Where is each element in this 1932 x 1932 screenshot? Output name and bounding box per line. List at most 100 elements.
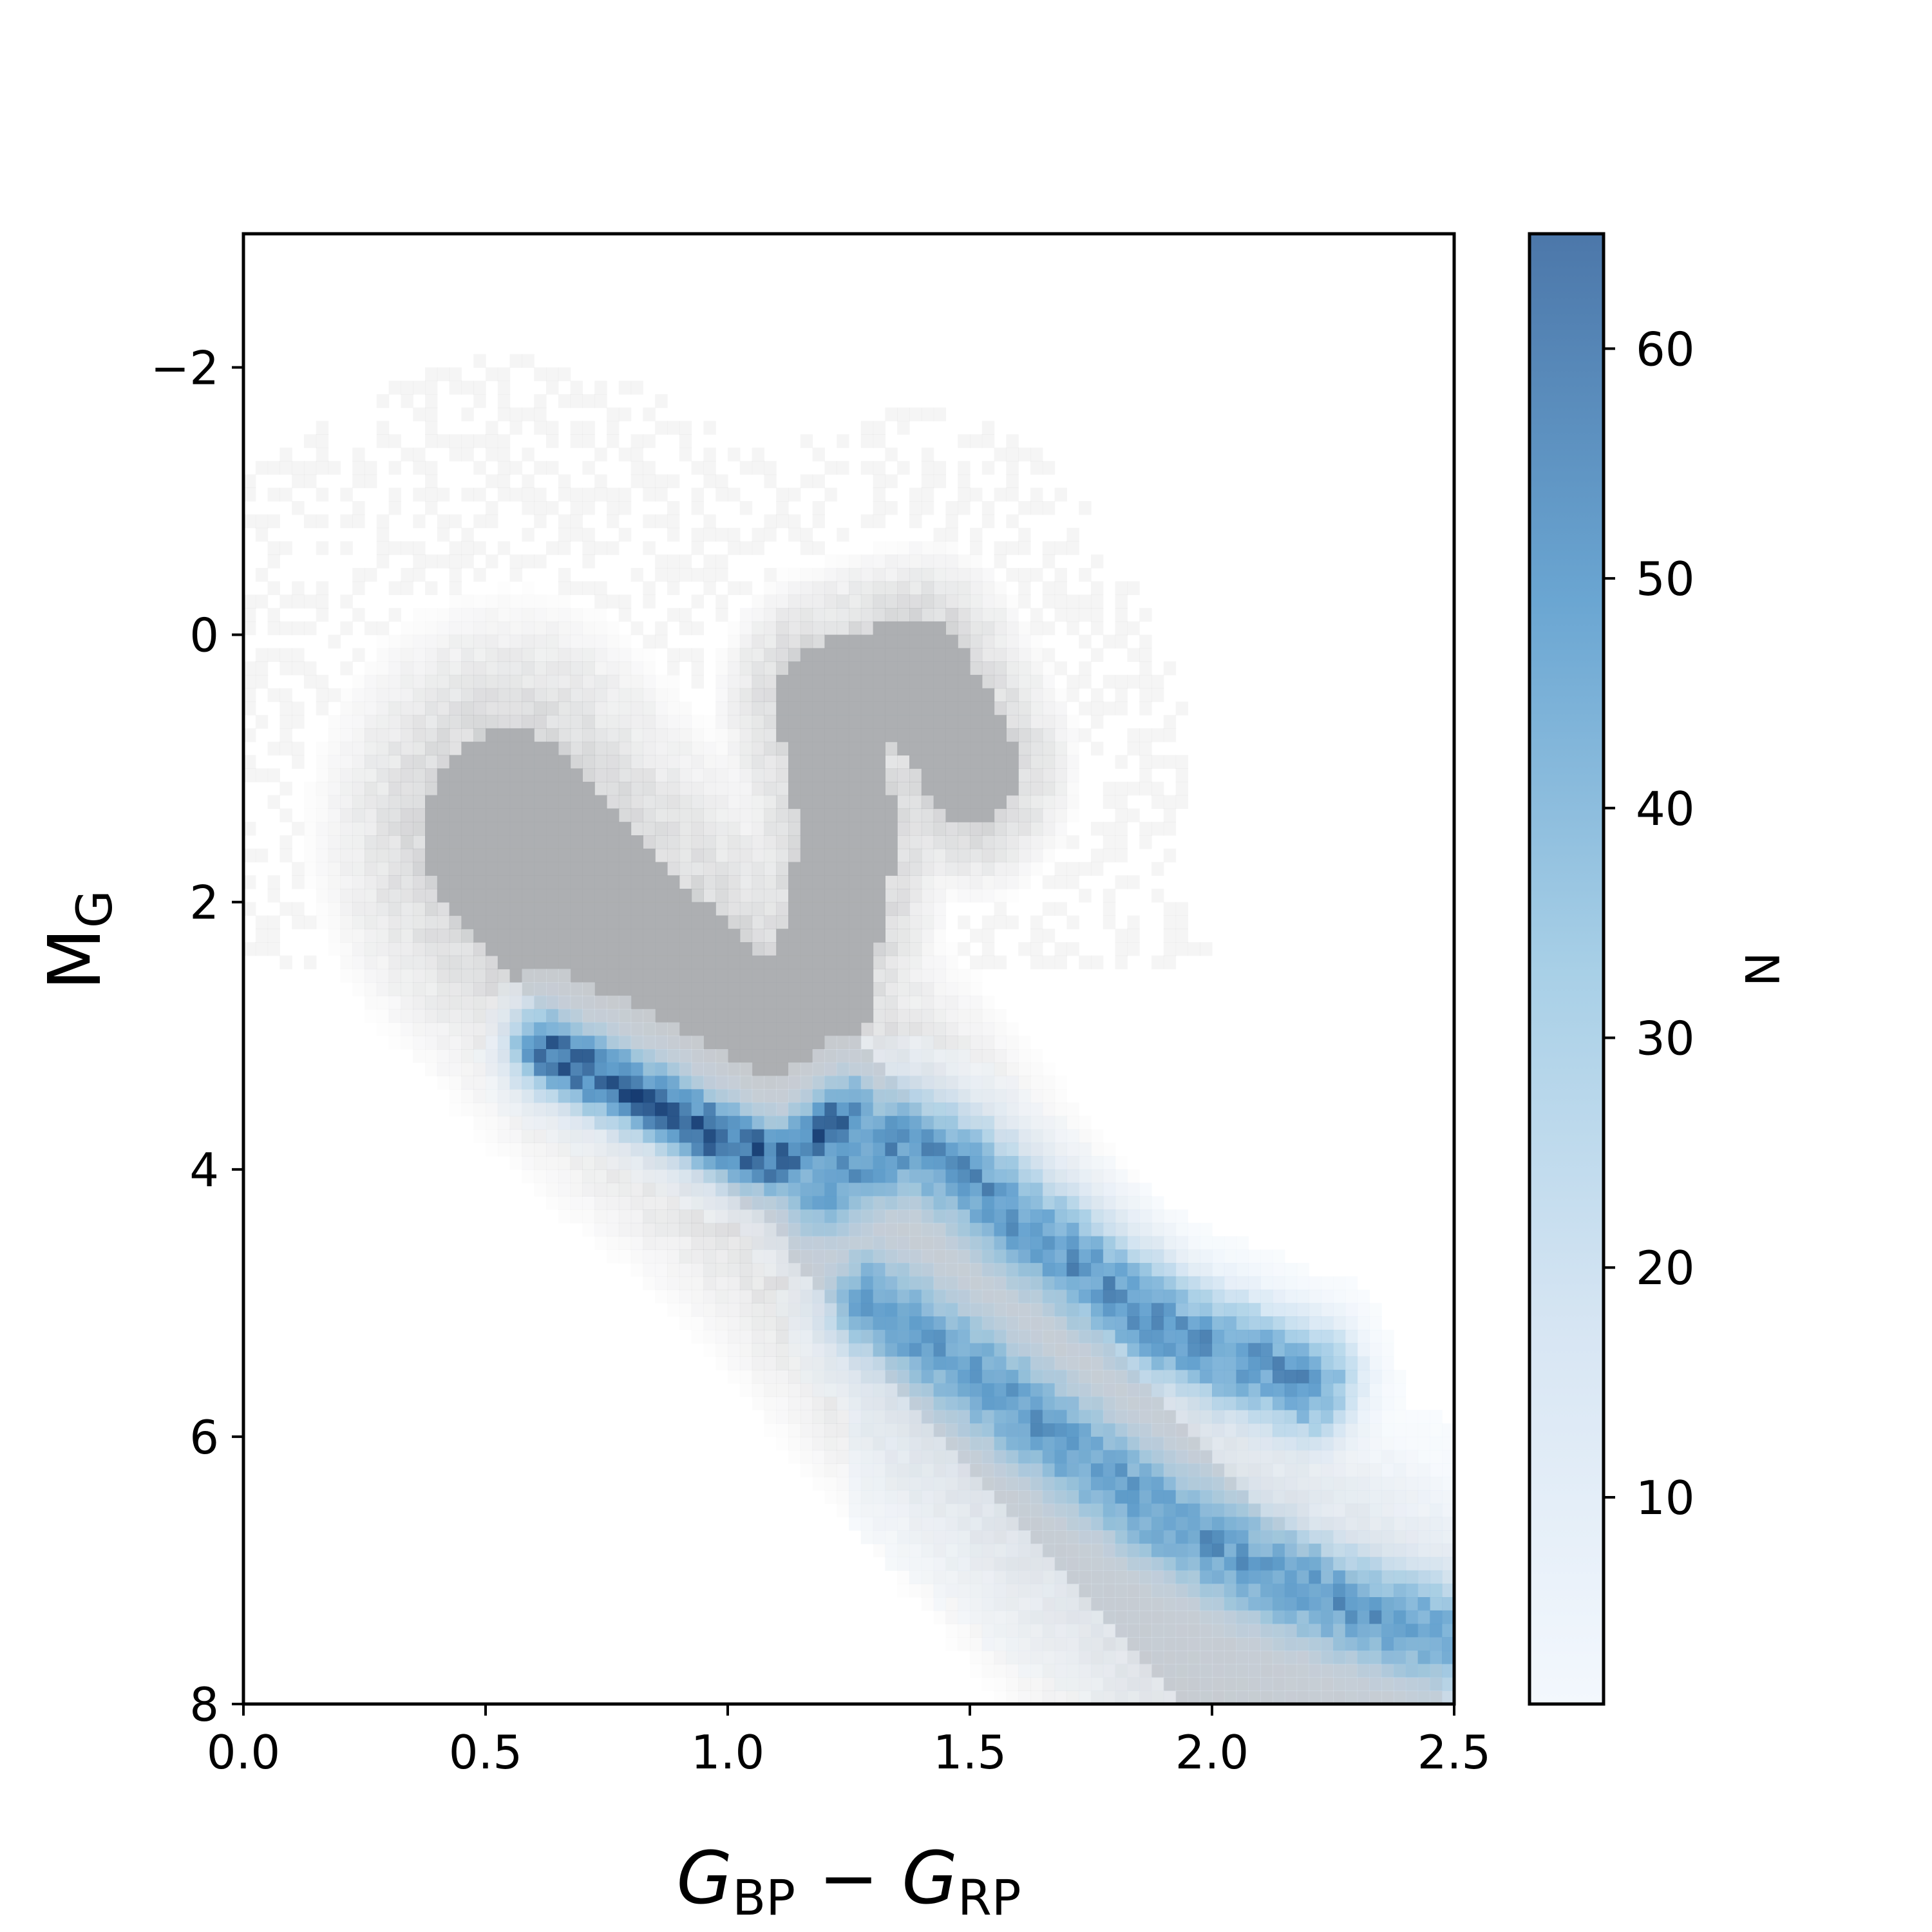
density-cell xyxy=(582,875,595,889)
density-cell xyxy=(776,942,789,956)
density-cell xyxy=(618,862,632,876)
density-cell xyxy=(885,715,898,729)
density-cell xyxy=(243,661,256,676)
density-cell xyxy=(473,969,486,983)
density-cell xyxy=(643,701,656,715)
density-cell xyxy=(509,822,522,836)
density-cell xyxy=(328,942,341,956)
density-cell xyxy=(461,741,474,756)
density-cell xyxy=(558,862,571,876)
density-cell xyxy=(292,474,305,488)
density-cell xyxy=(534,889,547,903)
density-cell xyxy=(1030,929,1043,943)
density-cell xyxy=(703,527,716,542)
density-cell xyxy=(800,1062,813,1077)
density-cell xyxy=(328,795,341,810)
density-cell xyxy=(860,929,874,943)
density-cell xyxy=(994,862,1007,876)
density-cell xyxy=(255,460,269,475)
density-cell xyxy=(328,715,341,729)
density-cell xyxy=(909,608,922,622)
density-cell xyxy=(764,808,777,822)
density-cell xyxy=(739,915,753,929)
density-cell xyxy=(413,862,426,876)
density-cell xyxy=(933,835,946,849)
density-cell xyxy=(776,1343,789,1357)
density-cell xyxy=(316,594,329,609)
density-cell xyxy=(945,795,958,810)
density-cell xyxy=(546,768,559,782)
density-cell xyxy=(388,688,401,703)
density-cell xyxy=(486,421,498,435)
density-cell xyxy=(800,1343,813,1357)
density-cell xyxy=(909,848,922,863)
density-cell xyxy=(643,715,656,729)
density-cell xyxy=(413,1049,426,1063)
density-cell xyxy=(885,902,898,916)
density-cell xyxy=(667,902,680,916)
density-cell xyxy=(401,996,413,1010)
density-cell xyxy=(1066,781,1079,796)
density-cell xyxy=(1163,1410,1177,1424)
density-cell xyxy=(921,741,934,756)
density-cell xyxy=(1006,768,1019,782)
density-cell xyxy=(679,1222,692,1237)
density-cell xyxy=(449,581,462,595)
density-cell xyxy=(897,808,910,822)
density-cell xyxy=(497,407,511,422)
density-cell xyxy=(558,781,571,796)
density-cell xyxy=(1006,1597,1019,1611)
density-cell xyxy=(933,1450,946,1464)
density-cell xyxy=(776,568,788,582)
density-cell xyxy=(461,1103,474,1117)
density-cell xyxy=(752,1370,764,1384)
density-cell xyxy=(873,795,886,810)
density-cell xyxy=(909,741,922,756)
density-cell xyxy=(558,848,571,863)
density-cell xyxy=(340,688,353,703)
density-cell xyxy=(461,808,474,822)
density-cell xyxy=(1054,1637,1067,1651)
density-cell xyxy=(643,688,656,703)
density-cell xyxy=(1042,688,1056,703)
density-cell xyxy=(752,862,764,876)
density-cell xyxy=(461,634,474,649)
density-cell xyxy=(255,648,269,662)
density-cell xyxy=(365,822,377,836)
density-cell xyxy=(243,488,256,502)
density-cell xyxy=(473,862,486,876)
density-cell xyxy=(824,594,837,609)
density-cell xyxy=(994,1530,1007,1544)
density-cell xyxy=(764,1396,777,1410)
density-cell xyxy=(885,915,898,929)
density-cell xyxy=(764,795,777,810)
density-cell xyxy=(1030,1049,1043,1063)
density-cell xyxy=(788,1316,801,1331)
density-cell xyxy=(812,608,825,622)
density-cell xyxy=(776,862,789,876)
density-cell xyxy=(376,527,390,542)
density-cell xyxy=(437,608,450,622)
density-cell xyxy=(425,996,438,1010)
density-cell xyxy=(1236,1663,1249,1678)
density-cell xyxy=(739,1303,753,1317)
density-cell xyxy=(655,1249,668,1264)
density-cell xyxy=(1091,741,1104,756)
density-cell xyxy=(1103,835,1116,849)
density-cell xyxy=(667,969,680,983)
density-cell xyxy=(486,728,498,743)
density-cell xyxy=(776,929,789,943)
density-cell xyxy=(885,808,898,822)
density-cell xyxy=(945,1637,958,1651)
density-cell xyxy=(958,835,971,849)
density-cell xyxy=(921,581,934,595)
density-cell xyxy=(921,1517,934,1531)
density-cell xyxy=(970,1036,983,1050)
density-cell xyxy=(340,768,353,782)
density-cell xyxy=(279,688,292,703)
density-cell xyxy=(994,781,1007,796)
density-cell xyxy=(921,460,934,475)
density-cell xyxy=(1006,1557,1019,1571)
density-cell xyxy=(933,728,946,743)
density-cell xyxy=(764,715,777,729)
